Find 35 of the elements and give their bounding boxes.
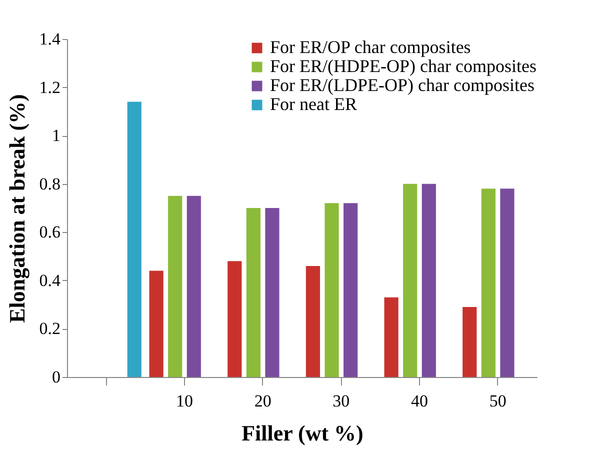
- x-tick-label: 40: [411, 392, 428, 410]
- y-tick-label: 1.2: [39, 78, 60, 97]
- bar: [149, 270, 164, 377]
- y-tick-label: 1: [52, 126, 60, 146]
- y-tick-label: 0.2: [39, 319, 60, 338]
- y-tick-label: 0.4: [39, 270, 61, 290]
- bar: [228, 261, 242, 377]
- bar: [168, 196, 182, 377]
- bar: [186, 196, 201, 377]
- legend-label: For ER/OP char composites: [270, 37, 471, 57]
- bar: [306, 266, 320, 377]
- y-tick-label: 1.4: [39, 30, 61, 48]
- legend-label: For ER/(HDPE-OP) char composites: [270, 56, 536, 76]
- legend-label: For neat ER: [270, 94, 357, 114]
- bar: [265, 208, 280, 377]
- bar: [403, 184, 418, 377]
- bar: [462, 306, 477, 377]
- bar: [500, 188, 514, 377]
- bar: [384, 297, 398, 377]
- y-tick-label: 0.8: [39, 174, 60, 194]
- x-axis-title: Filler (wt %): [242, 420, 364, 446]
- x-tick-label: 50: [489, 392, 506, 410]
- bar: [344, 203, 358, 377]
- legend-label: For ER/(LDPE-OP) char composites: [270, 75, 534, 95]
- x-tick-label: 10: [176, 392, 193, 410]
- bar: [246, 208, 260, 377]
- x-tick-label: 30: [332, 392, 350, 410]
- x-tick-label: 20: [254, 392, 272, 410]
- bar: [127, 102, 142, 377]
- bar: [481, 188, 496, 377]
- bar: [324, 203, 339, 377]
- bar: [422, 184, 436, 377]
- y-tick-label: 0: [52, 368, 60, 386]
- y-tick-label: 0.6: [39, 222, 60, 242]
- y-axis-title: Elongation at break (%): [4, 94, 30, 323]
